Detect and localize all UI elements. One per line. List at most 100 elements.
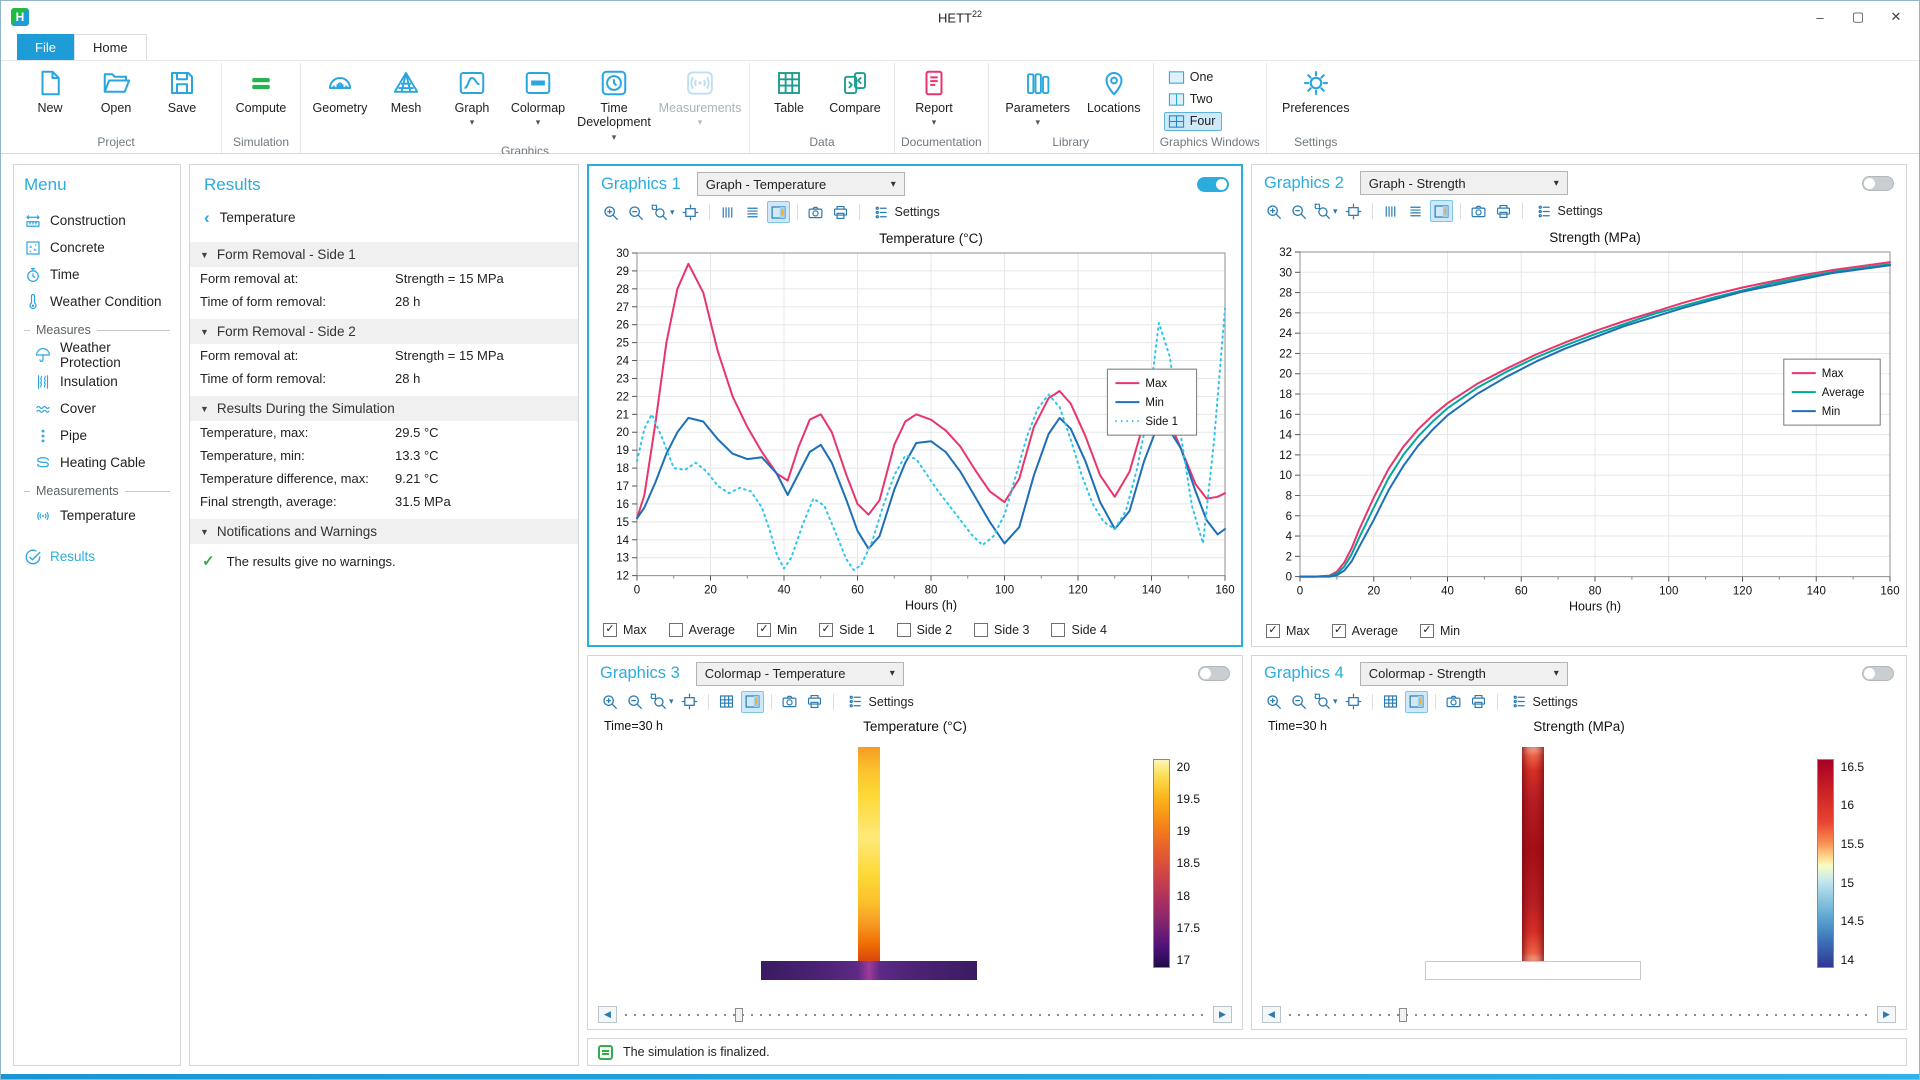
menu-item-weather-condition[interactable]: Weather Condition	[24, 288, 170, 315]
print-button[interactable]	[804, 691, 826, 713]
zoom-extents-button[interactable]	[1343, 691, 1365, 713]
section-notifications-warnings[interactable]: ▼ Notifications and Warnings	[190, 519, 578, 544]
graphics-4-view-dropdown[interactable]: Colormap - Strength ▾	[1359, 661, 1568, 686]
zoom-region-button[interactable]: ▾	[1312, 691, 1340, 713]
open-button[interactable]: Open	[83, 63, 149, 135]
checkbox-max[interactable]: ✓ Max	[1266, 623, 1310, 638]
menu-item-pipe[interactable]: Pipe	[24, 422, 170, 449]
strength-colormap-view[interactable]: Time=30 h Strength (MPa) 16.5 16 15.5 15 14.…	[1252, 715, 1906, 1004]
close-button[interactable]: ✕	[1890, 9, 1902, 24]
zoom-out-button[interactable]	[1287, 691, 1309, 713]
new-button[interactable]: New	[17, 63, 83, 135]
temperature-chart[interactable]: 0 20 40 60 80 100 120 140 160 12 13 14 15 16 17 18 19 20 2…	[589, 225, 1241, 618]
layout-four-button[interactable]: Four	[1163, 111, 1223, 131]
time-development-button[interactable]: Time Development ▾	[571, 63, 657, 144]
legend-panel-button[interactable]	[740, 690, 764, 713]
zoom-extents-button[interactable]	[679, 691, 701, 713]
zoom-out-button[interactable]	[1287, 200, 1309, 222]
graphics-3-settings-button[interactable]: Settings	[841, 691, 920, 713]
zoom-in-button[interactable]	[598, 691, 620, 713]
slider-step-forward-button[interactable]: ▶	[1877, 1006, 1896, 1023]
time-slider-track[interactable]	[1289, 1007, 1869, 1023]
tab-file[interactable]: File	[17, 34, 74, 60]
checkbox-average[interactable]: ✓Average	[668, 622, 735, 637]
slider-step-back-button[interactable]: ◀	[1262, 1006, 1281, 1023]
slider-step-back-button[interactable]: ◀	[598, 1006, 617, 1023]
snapshot-button[interactable]	[1468, 200, 1490, 222]
menu-item-weather-protection[interactable]: Weather Protection	[24, 340, 170, 370]
checkbox-side-1[interactable]: ✓ Side 1	[819, 622, 875, 637]
y-grid-button[interactable]	[742, 201, 764, 223]
print-button[interactable]	[1493, 200, 1515, 222]
minimize-button[interactable]: –	[1816, 9, 1824, 25]
graph-button[interactable]: Graph ▾	[439, 63, 505, 144]
table-button[interactable]: Table	[756, 63, 822, 135]
zoom-region-button[interactable]: ▾	[649, 201, 677, 223]
preferences-button[interactable]: Preferences	[1273, 63, 1359, 135]
checkbox-min[interactable]: ✓ Min	[756, 622, 797, 637]
section-form-removal-side-1[interactable]: ▼ Form Removal - Side 1	[190, 242, 578, 267]
snapshot-button[interactable]	[805, 201, 827, 223]
table-view-button[interactable]	[1380, 691, 1402, 713]
strength-chart[interactable]: 0 20 40 60 80 100 120 140 160 0 2 4 6 8 10 12 14 16 18 20 22…	[1252, 224, 1906, 619]
menu-item-results[interactable]: Results	[24, 543, 170, 570]
zoom-in-button[interactable]	[1262, 200, 1284, 222]
time-slider-handle[interactable]	[735, 1007, 744, 1022]
checkbox-side-2[interactable]: ✓Side 2	[896, 622, 952, 637]
snapshot-button[interactable]	[779, 691, 801, 713]
menu-item-concrete[interactable]: Concrete	[24, 234, 170, 261]
zoom-extents-button[interactable]	[680, 201, 702, 223]
zoom-region-button[interactable]: ▾	[648, 691, 676, 713]
graphics-4-settings-button[interactable]: Settings	[1505, 691, 1584, 713]
maximize-button[interactable]: ▢	[1851, 9, 1865, 24]
locations-button[interactable]: Locations	[1081, 63, 1147, 135]
graphics-2-view-dropdown[interactable]: Graph - Strength ▾	[1359, 171, 1568, 195]
graphics-1-settings-button[interactable]: Settings	[867, 201, 946, 223]
zoom-region-button[interactable]: ▾	[1312, 200, 1340, 222]
graphics-4-toggle[interactable]	[1862, 666, 1894, 682]
zoom-out-button[interactable]	[624, 201, 646, 223]
graphics-2-toggle[interactable]	[1862, 175, 1894, 191]
compare-button[interactable]: Compare	[822, 63, 888, 135]
parameters-button[interactable]: Parameters ▾	[995, 63, 1081, 135]
menu-item-heating-cable[interactable]: Heating Cable	[24, 449, 170, 476]
y-grid-button[interactable]	[1405, 200, 1427, 222]
colormap-button[interactable]: Colormap ▾	[505, 63, 571, 144]
print-button[interactable]	[1468, 691, 1490, 713]
results-back-link[interactable]: ‹ Temperature	[204, 208, 296, 227]
table-view-button[interactable]	[716, 691, 738, 713]
snapshot-button[interactable]	[1443, 691, 1465, 713]
checkbox-average[interactable]: ✓Average	[1331, 623, 1398, 638]
section-form-removal-side-2[interactable]: ▼ Form Removal - Side 2	[190, 319, 578, 344]
time-slider-handle[interactable]	[1399, 1007, 1408, 1022]
report-button[interactable]: Report ▾	[901, 63, 967, 135]
legend-panel-button[interactable]	[1429, 200, 1453, 222]
checkbox-side-3[interactable]: ✓Side 3	[974, 622, 1029, 637]
layout-one-button[interactable]: One	[1164, 68, 1223, 87]
save-button[interactable]: Save	[149, 63, 215, 135]
zoom-in-button[interactable]	[1262, 691, 1284, 713]
menu-item-insulation[interactable]: Insulation	[24, 368, 170, 395]
mesh-button[interactable]: Mesh	[373, 63, 439, 144]
zoom-extents-button[interactable]	[1343, 200, 1365, 222]
legend-panel-button[interactable]	[1404, 690, 1428, 713]
geometry-button[interactable]: Geometry	[307, 63, 373, 144]
x-grid-button[interactable]	[1380, 200, 1402, 222]
graphics-2-settings-button[interactable]: Settings	[1530, 200, 1609, 222]
zoom-in-button[interactable]	[599, 201, 621, 223]
zoom-out-button[interactable]	[623, 691, 645, 713]
time-slider-track[interactable]	[625, 1007, 1205, 1023]
compute-button[interactable]: Compute	[228, 63, 294, 135]
menu-item-time[interactable]: Time	[24, 261, 170, 288]
tab-home[interactable]: Home	[73, 34, 147, 60]
legend-panel-button[interactable]	[766, 201, 790, 223]
graphics-1-view-dropdown[interactable]: Graph - Temperature ▾	[696, 172, 905, 196]
menu-item-construction[interactable]: Construction	[24, 207, 170, 234]
graphics-1-toggle[interactable]	[1197, 176, 1229, 192]
print-button[interactable]	[830, 201, 852, 223]
checkbox-side-4[interactable]: ✓Side 4	[1051, 622, 1107, 637]
slider-step-forward-button[interactable]: ▶	[1213, 1006, 1232, 1023]
section-results-during-simulation[interactable]: ▼ Results During the Simulation	[190, 396, 578, 421]
x-grid-button[interactable]	[717, 201, 739, 223]
checkbox-min[interactable]: ✓ Min	[1419, 623, 1460, 638]
